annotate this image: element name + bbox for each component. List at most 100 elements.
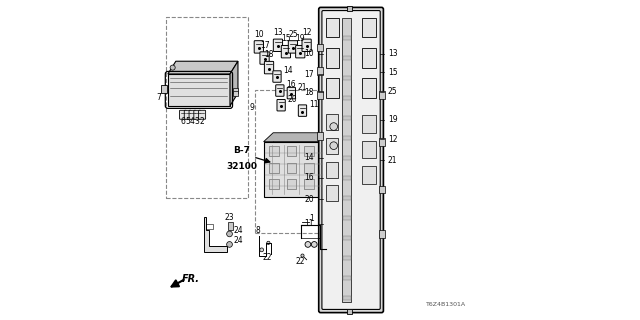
Text: 21: 21 bbox=[298, 83, 307, 92]
Text: 8: 8 bbox=[255, 226, 260, 235]
Text: 13: 13 bbox=[388, 49, 397, 59]
Circle shape bbox=[267, 241, 270, 244]
Polygon shape bbox=[264, 133, 333, 142]
Bar bbox=[326, 48, 339, 68]
Text: 22: 22 bbox=[262, 253, 272, 262]
Text: 9: 9 bbox=[250, 103, 255, 112]
Bar bbox=[379, 91, 385, 99]
Bar bbox=[233, 92, 238, 96]
Text: 15: 15 bbox=[388, 68, 397, 77]
Bar bbox=[362, 116, 376, 133]
Bar bbox=[343, 116, 351, 120]
Circle shape bbox=[170, 65, 175, 70]
Text: 10: 10 bbox=[304, 49, 314, 59]
Text: 25: 25 bbox=[288, 30, 298, 39]
Text: 16: 16 bbox=[286, 80, 296, 89]
Polygon shape bbox=[204, 217, 227, 252]
Circle shape bbox=[330, 142, 337, 149]
Bar bbox=[326, 114, 337, 130]
Bar bbox=[362, 48, 376, 68]
Bar bbox=[317, 67, 323, 75]
Text: B-7: B-7 bbox=[234, 146, 250, 155]
Bar bbox=[317, 132, 323, 140]
Text: 13: 13 bbox=[273, 28, 283, 37]
Text: 2: 2 bbox=[200, 117, 205, 126]
Bar bbox=[269, 146, 279, 156]
Bar bbox=[342, 18, 351, 302]
FancyBboxPatch shape bbox=[254, 41, 264, 53]
Bar bbox=[317, 91, 323, 99]
Text: 18: 18 bbox=[304, 88, 314, 97]
Bar bbox=[379, 138, 385, 146]
Text: 24: 24 bbox=[234, 226, 244, 235]
Text: 7: 7 bbox=[157, 93, 161, 102]
Text: 14: 14 bbox=[304, 153, 314, 162]
FancyBboxPatch shape bbox=[260, 52, 269, 64]
Bar bbox=[287, 179, 296, 189]
FancyBboxPatch shape bbox=[287, 87, 296, 99]
Polygon shape bbox=[168, 61, 238, 74]
Bar bbox=[343, 216, 351, 220]
Bar bbox=[343, 276, 351, 280]
Text: 6: 6 bbox=[180, 117, 186, 126]
Text: 32100: 32100 bbox=[227, 162, 257, 171]
Bar bbox=[362, 166, 376, 184]
Bar bbox=[347, 309, 353, 314]
FancyBboxPatch shape bbox=[189, 110, 196, 119]
Bar bbox=[343, 176, 351, 180]
FancyBboxPatch shape bbox=[273, 39, 283, 52]
Text: 18: 18 bbox=[264, 51, 274, 60]
Bar bbox=[255, 90, 337, 233]
Circle shape bbox=[301, 254, 304, 257]
Text: 16: 16 bbox=[304, 173, 314, 182]
Text: 10: 10 bbox=[254, 30, 264, 39]
Bar bbox=[343, 236, 351, 240]
Text: 17: 17 bbox=[304, 69, 314, 79]
Bar bbox=[326, 162, 337, 178]
Bar bbox=[269, 179, 279, 189]
Bar bbox=[379, 230, 385, 238]
FancyBboxPatch shape bbox=[302, 39, 311, 52]
Text: T6Z4B1301A: T6Z4B1301A bbox=[426, 302, 467, 307]
FancyBboxPatch shape bbox=[273, 71, 281, 82]
Bar bbox=[305, 146, 314, 156]
Bar bbox=[343, 196, 351, 200]
Bar bbox=[343, 36, 351, 40]
Bar bbox=[362, 141, 376, 158]
Text: 21: 21 bbox=[388, 156, 397, 164]
Polygon shape bbox=[273, 133, 333, 188]
Circle shape bbox=[312, 242, 317, 247]
FancyBboxPatch shape bbox=[288, 41, 298, 53]
Bar bbox=[287, 163, 296, 173]
Text: 23: 23 bbox=[225, 213, 234, 222]
Text: 19: 19 bbox=[296, 35, 305, 44]
Bar bbox=[166, 17, 248, 198]
FancyBboxPatch shape bbox=[194, 110, 201, 119]
Text: 20: 20 bbox=[287, 95, 297, 104]
FancyBboxPatch shape bbox=[282, 45, 291, 58]
Text: 12: 12 bbox=[302, 28, 312, 37]
Text: 25: 25 bbox=[388, 87, 397, 96]
Circle shape bbox=[227, 231, 232, 237]
Bar bbox=[343, 136, 351, 140]
Text: 24: 24 bbox=[234, 236, 244, 245]
Text: 12: 12 bbox=[388, 135, 397, 144]
Circle shape bbox=[260, 248, 264, 252]
Bar bbox=[343, 76, 351, 80]
Text: 15: 15 bbox=[281, 35, 291, 44]
Text: 17: 17 bbox=[260, 41, 269, 50]
Bar bbox=[233, 88, 238, 93]
Text: 20: 20 bbox=[304, 195, 314, 204]
FancyBboxPatch shape bbox=[184, 110, 191, 119]
FancyBboxPatch shape bbox=[298, 105, 307, 116]
FancyBboxPatch shape bbox=[179, 110, 186, 119]
Text: 4: 4 bbox=[190, 117, 195, 126]
FancyBboxPatch shape bbox=[198, 110, 205, 119]
Circle shape bbox=[330, 123, 337, 130]
Bar bbox=[343, 296, 351, 300]
Bar bbox=[326, 138, 337, 154]
Polygon shape bbox=[324, 133, 333, 197]
Bar bbox=[305, 179, 314, 189]
Bar bbox=[326, 18, 339, 37]
Text: 11: 11 bbox=[304, 219, 314, 228]
